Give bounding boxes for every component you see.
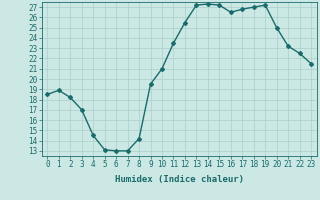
X-axis label: Humidex (Indice chaleur): Humidex (Indice chaleur) bbox=[115, 175, 244, 184]
